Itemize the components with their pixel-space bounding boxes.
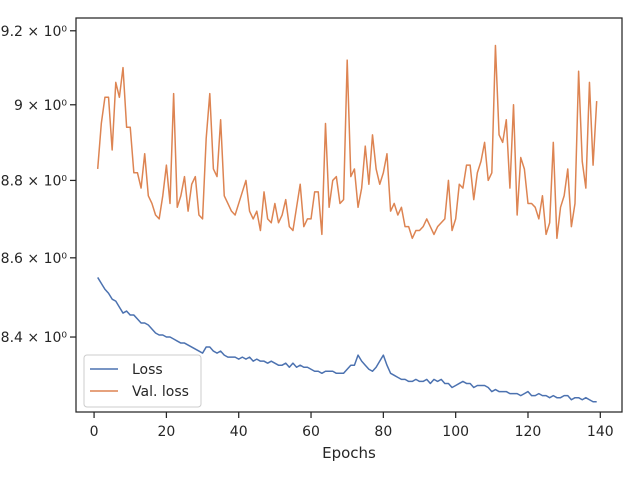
x-tick-label: 20 [157, 424, 175, 440]
series-layer [96, 44, 598, 403]
y-tick-label: 9 × 10⁰ [14, 98, 67, 114]
x-tick-label: 120 [515, 424, 542, 440]
series-line-loss [97, 277, 597, 403]
x-tick-label: 80 [374, 424, 392, 440]
x-tick-label: 60 [302, 424, 320, 440]
legend: Loss Val. loss [83, 354, 202, 408]
x-tick-label: 100 [442, 424, 469, 440]
series-line-val-loss [96, 44, 598, 240]
y-tick-label: 9.2 × 10⁰ [1, 24, 68, 40]
x-tick-label: 0 [90, 424, 99, 440]
x-axis-label: Epochs [322, 444, 376, 462]
plot-area [76, 18, 622, 412]
plot-frame [75, 17, 623, 413]
y-tick-label: 8.6 × 10⁰ [1, 251, 68, 267]
legend-label: Loss [132, 362, 163, 378]
x-tick-label: 140 [587, 424, 614, 440]
y-tick-label: 8.4 × 10⁰ [1, 330, 68, 346]
x-tick-label: 40 [230, 424, 248, 440]
y-axis-ticks: 8.4 × 10⁰ 8.6 × 10⁰ 8.8 × 10⁰ 9 × 10⁰ 9.2 × … [1, 24, 76, 346]
x-axis-ticks: 0 20 40 60 80 100 120 140 [90, 412, 614, 440]
y-tick-label: 8.8 × 10⁰ [1, 173, 68, 189]
legend-box [83, 354, 202, 408]
legend-label: Val. loss [132, 384, 189, 400]
